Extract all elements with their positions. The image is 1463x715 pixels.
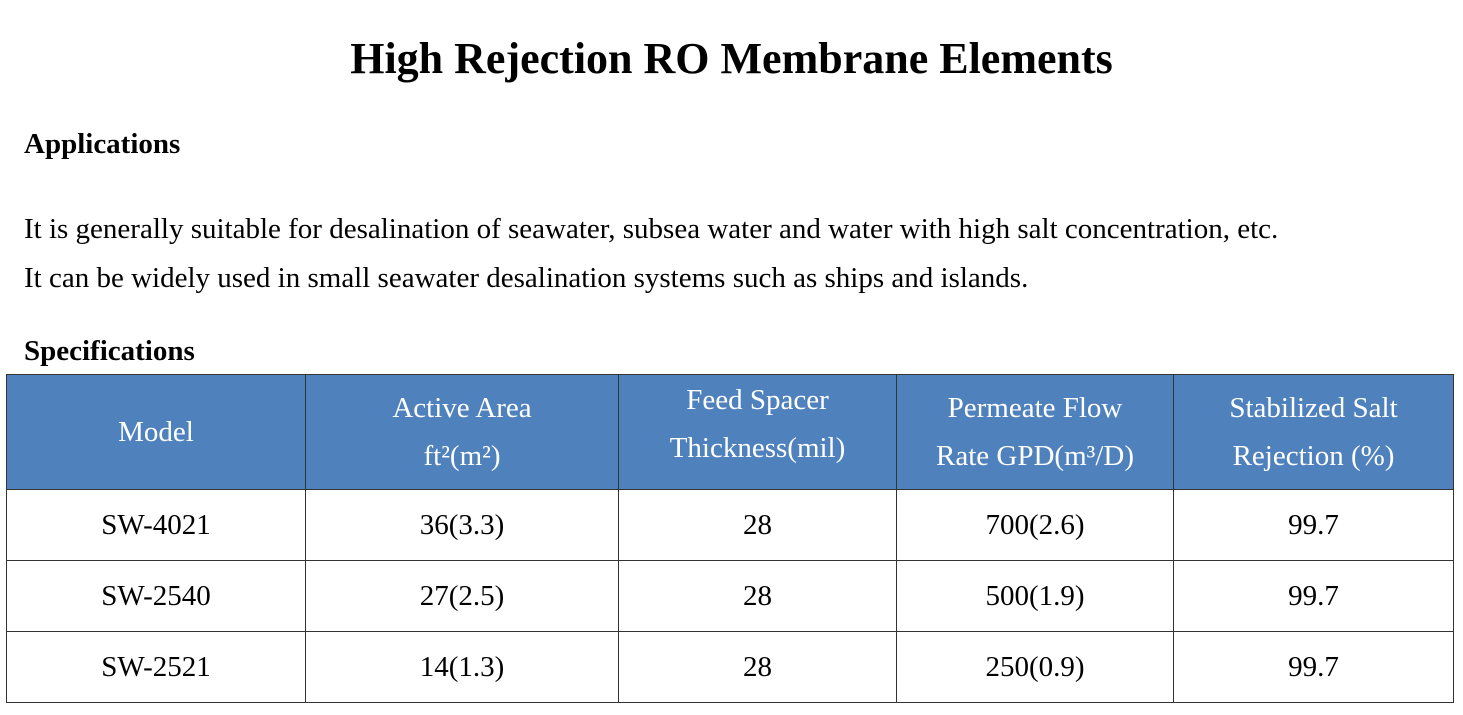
applications-text-line: It can be widely used in small seawater … [24, 262, 1029, 294]
column-header-line: Rate GPD(m³/D) [936, 440, 1134, 472]
cell-active-area: 36(3.3) [305, 489, 619, 561]
cell-permeate-flow: 250(0.9) [896, 631, 1174, 703]
cell-feed-spacer: 28 [618, 489, 897, 561]
column-header-line: Feed Spacer [686, 384, 829, 416]
cell-feed-spacer: 28 [618, 631, 897, 703]
column-header-line: Rejection (%) [1232, 440, 1395, 472]
column-header-line: ft²(m²) [423, 440, 501, 472]
cell-permeate-flow: 500(1.9) [896, 560, 1174, 632]
applications-heading: Applications [24, 128, 181, 160]
table-row: SW-2521 14(1.3) 28 250(0.9) 99.7 [6, 631, 1454, 703]
column-header-active-area: Active Area ft²(m²) [305, 374, 619, 490]
cell-permeate-flow: 700(2.6) [896, 489, 1174, 561]
column-header-line: Permeate Flow [947, 392, 1123, 424]
cell-salt-rejection: 99.7 [1173, 489, 1454, 561]
column-header-feed-spacer: Feed Spacer Thickness(mil) [618, 374, 897, 490]
cell-model: SW-2540 [6, 560, 306, 632]
cell-salt-rejection: 99.7 [1173, 560, 1454, 632]
cell-active-area: 14(1.3) [305, 631, 619, 703]
table-header-row: Model Active Area ft²(m²) Feed Spacer Th… [6, 374, 1454, 490]
column-header-line: Stabilized Salt [1229, 392, 1398, 424]
column-header-permeate-flow: Permeate Flow Rate GPD(m³/D) [896, 374, 1174, 490]
column-header-line: Active Area [392, 392, 532, 424]
cell-model: SW-4021 [6, 489, 306, 561]
column-header-salt-rejection: Stabilized Salt Rejection (%) [1173, 374, 1454, 490]
applications-text-line: It is generally suitable for desalinatio… [24, 213, 1279, 245]
column-header-line: Model [118, 416, 194, 448]
cell-salt-rejection: 99.7 [1173, 631, 1454, 703]
page-title: High Rejection RO Membrane Elements [350, 34, 1113, 83]
specifications-heading: Specifications [24, 335, 195, 367]
table-row: SW-2540 27(2.5) 28 500(1.9) 99.7 [6, 560, 1454, 632]
specifications-table: Model Active Area ft²(m²) Feed Spacer Th… [6, 374, 1454, 703]
cell-active-area: 27(2.5) [305, 560, 619, 632]
cell-model: SW-2521 [6, 631, 306, 703]
cell-feed-spacer: 28 [618, 560, 897, 632]
table-row: SW-4021 36(3.3) 28 700(2.6) 99.7 [6, 489, 1454, 561]
column-header-model: Model [6, 374, 306, 490]
column-header-line: Thickness(mil) [669, 432, 846, 464]
